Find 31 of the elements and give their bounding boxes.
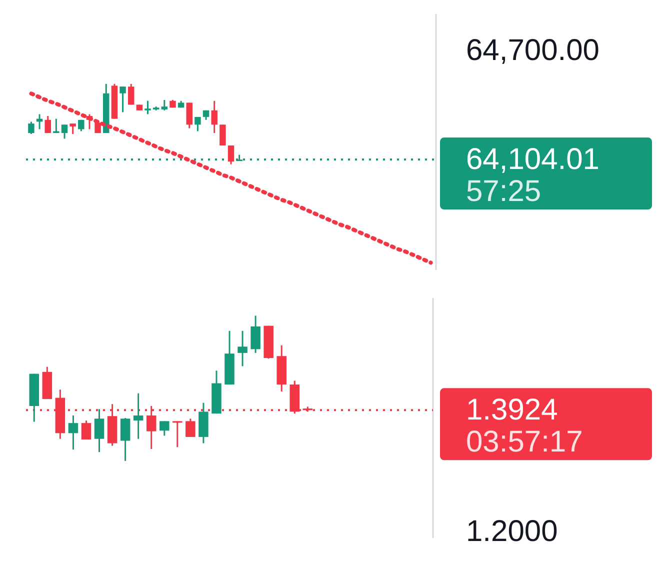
- candlestick: [172, 420, 182, 448]
- y-tick-label: 64,104.01: [466, 143, 600, 176]
- candlestick: [94, 408, 104, 453]
- candlestick: [159, 420, 170, 436]
- candlestick: [44, 115, 51, 134]
- y-tick-label: 64,700.00: [466, 34, 600, 68]
- candlestick: [70, 122, 76, 135]
- candlestick: [68, 414, 78, 450]
- y-tick-label: 1.3924: [466, 394, 558, 427]
- candlestick: [220, 124, 226, 146]
- candlestick: [144, 100, 151, 115]
- candlestick: [186, 418, 196, 438]
- candlestick: [120, 86, 126, 113]
- candlestick: [133, 392, 144, 440]
- candlestick: [228, 144, 234, 166]
- candlestick: [194, 116, 201, 132]
- y-tick-label: 1.2000: [466, 515, 558, 548]
- candlestick: [81, 420, 92, 440]
- candlestick: [238, 330, 248, 367]
- text: 03:57:17: [466, 426, 583, 459]
- candlestick: [186, 102, 192, 130]
- text: 57:25: [466, 175, 542, 208]
- candlestick: [250, 314, 260, 354]
- candlestick: [161, 99, 168, 112]
- candlestick: [61, 124, 68, 140]
- line-series: [29, 92, 433, 265]
- candlestick: [53, 118, 60, 134]
- candlestick: [120, 417, 130, 462]
- candlestick: [128, 83, 134, 106]
- candlestick: [211, 100, 218, 134]
- candlestick: [28, 120, 34, 135]
